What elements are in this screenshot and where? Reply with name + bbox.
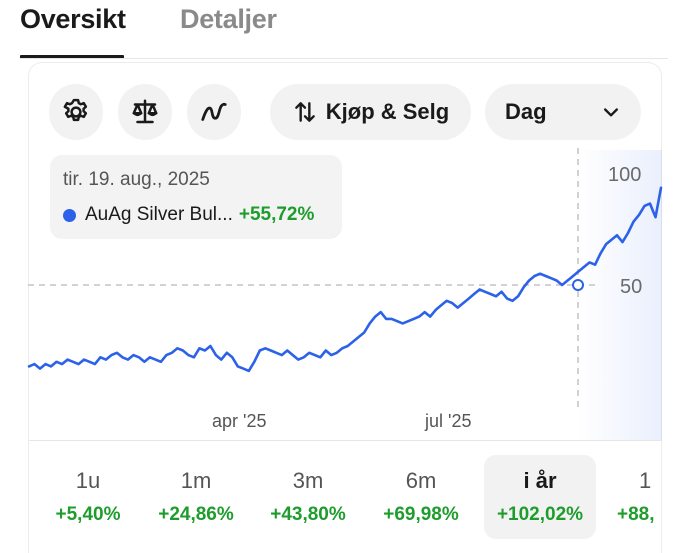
chart-tooltip: tir. 19. aug., 2025 AuAg Silver Bul... +…	[50, 155, 342, 239]
period-change: +43,80%	[270, 504, 346, 525]
price-chart[interactable]	[0, 0, 690, 440]
indicators-button[interactable]	[118, 84, 172, 140]
crosshair-point	[572, 279, 584, 291]
period-change: +24,86%	[158, 504, 234, 525]
period-1w[interactable]: 1u +5,40%	[32, 455, 144, 539]
settings-button[interactable]	[49, 84, 103, 140]
y-tick-label: 50	[620, 276, 643, 298]
period-3m[interactable]: 3m +43,80%	[252, 455, 364, 539]
x-tick-label: jul '25	[425, 411, 472, 431]
x-tick-label: apr '25	[212, 411, 267, 431]
swap-arrows-icon	[294, 102, 315, 122]
period-change: +88,	[617, 504, 655, 525]
gear-icon	[63, 98, 88, 122]
tooltip-series-row: AuAg Silver Bul... +55,72%	[63, 204, 314, 226]
line-chart-icon	[201, 102, 227, 121]
tooltip-date: tir. 19. aug., 2025	[63, 169, 210, 190]
period-label: 1u	[75, 468, 101, 493]
tab-overview[interactable]: Oversikt	[20, 4, 126, 34]
period-select-label: Dag	[505, 99, 547, 124]
buy-sell-button[interactable]: Kjøp & Selg	[270, 84, 471, 140]
tooltip-series-name: AuAg Silver Bul...	[85, 204, 233, 225]
period-change: +69,98%	[383, 504, 459, 525]
future-shade	[578, 150, 662, 440]
period-change: +102,02%	[496, 504, 584, 525]
period-1y[interactable]: 1 +88,	[614, 455, 662, 539]
period-change: +5,40%	[55, 504, 121, 525]
period-label: i år	[523, 468, 557, 493]
period-1m[interactable]: 1m +24,86%	[140, 455, 252, 539]
y-tick-label: 100	[608, 164, 642, 186]
period-label: 3m	[292, 468, 324, 493]
series-color-dot	[63, 208, 76, 222]
series-line	[27, 186, 663, 373]
chart-type-button[interactable]	[187, 84, 241, 140]
tabs-divider	[20, 58, 668, 59]
buy-sell-label: Kjøp & Selg	[325, 99, 450, 124]
tab-details[interactable]: Detaljer	[180, 4, 277, 34]
period-label: 1m	[180, 468, 212, 493]
period-label: 6m	[405, 468, 437, 493]
chevron-down-icon	[604, 108, 618, 117]
tooltip-change: +55,72%	[238, 204, 315, 225]
period-label: 1	[639, 468, 652, 493]
period-6m[interactable]: 6m +69,98%	[365, 455, 477, 539]
period-ytd[interactable]: i år +102,02%	[484, 455, 596, 539]
period-select[interactable]: Dag	[485, 84, 641, 140]
active-tab-indicator	[20, 55, 124, 59]
period-selector: 1u +5,40% 1m +24,86% 3m +43,80% 6m +69,9…	[29, 440, 662, 553]
tab-bar: Oversikt Detaljer	[0, 0, 690, 60]
scale-icon	[132, 99, 158, 124]
